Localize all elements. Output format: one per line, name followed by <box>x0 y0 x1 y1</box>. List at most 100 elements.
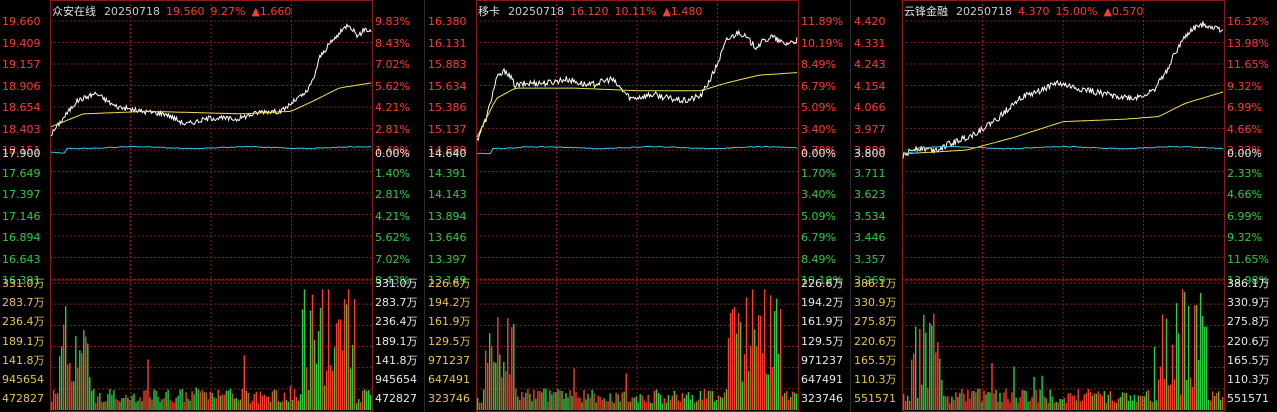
stock-header: 众安在线 20250718 19.560 9.27% ▲1.660 <box>52 3 291 19</box>
volume-bar <box>219 395 221 410</box>
stock-panel-3[interactable]: 云锋金融 20250718 4.370 15.00% ▲0.570 4.420 16.32%… <box>852 0 1277 412</box>
volume-bar <box>343 299 346 410</box>
stock-panel-1[interactable]: 众安在线 20250718 19.560 9.27% ▲1.660 19.660 9.83%… <box>0 0 425 412</box>
volume-bar <box>947 396 949 410</box>
price-tick: 18.906 <box>2 79 41 93</box>
volume-bar <box>1001 402 1003 410</box>
base-price-tick: 14.640 <box>428 147 467 160</box>
volume-tick: 275.8万 <box>854 315 897 329</box>
volume-bar <box>1035 389 1037 410</box>
volume-bar <box>755 346 758 410</box>
price-tick: 16.643 <box>2 252 41 266</box>
volume-bar <box>613 403 615 410</box>
volume-bar <box>792 391 794 410</box>
volume-bar <box>601 399 603 410</box>
price-tick: 17.649 <box>2 166 41 180</box>
stock-header: 移卡 20250718 16.120 10.11% ▲1.480 <box>478 3 702 19</box>
percent-tick: 2.33% <box>1227 144 1262 157</box>
price-tick: 4.331 <box>854 36 886 50</box>
volume-bar <box>771 367 774 410</box>
volume-bar <box>521 392 523 410</box>
price-tick: 16.380 <box>428 15 467 28</box>
percent-tick: 10.19% <box>801 36 843 50</box>
index-line <box>902 145 1224 154</box>
percent-tick: 1.70% <box>801 166 836 180</box>
volume-bar <box>525 392 527 410</box>
volume-bar <box>1007 399 1009 410</box>
volume-bar <box>549 390 551 410</box>
volume-bar <box>1039 389 1041 410</box>
volume-bar <box>1208 399 1210 410</box>
price-tick: 14.391 <box>428 166 467 180</box>
volume-bar <box>719 397 722 410</box>
volume-bar <box>329 365 332 410</box>
volume-bar <box>1181 289 1184 410</box>
volume-bar <box>309 310 312 410</box>
volume-bar <box>161 399 163 410</box>
percent-tick: 13.98% <box>1227 274 1269 287</box>
price-tick: 3.623 <box>854 188 886 201</box>
volume-bar <box>1047 403 1049 410</box>
price-tick: 17.397 <box>2 188 41 201</box>
volume-bar <box>1220 399 1222 410</box>
volume-bar <box>695 401 698 410</box>
volume-bar <box>71 381 73 410</box>
price-tick: 19.157 <box>2 58 41 71</box>
volume-bar <box>291 399 294 410</box>
price-tick: 4.066 <box>854 101 886 114</box>
volume-bar <box>515 388 517 410</box>
volume-bar <box>1129 395 1132 410</box>
percent-tick: 3.40% <box>801 122 836 136</box>
volume-bar <box>85 336 87 410</box>
percent-tick: 4.21% <box>375 101 410 114</box>
volume-bar <box>635 396 637 410</box>
volume-tick: 323746 <box>428 392 470 406</box>
volume-bar <box>1210 400 1212 410</box>
volume-bar <box>225 390 227 410</box>
percent-tick: 8.49% <box>801 252 836 266</box>
volume-bar <box>731 309 734 410</box>
volume-bar <box>205 392 207 410</box>
volume-bar <box>75 336 77 410</box>
volume-bar <box>1089 392 1091 410</box>
stock-panel-2[interactable]: 移卡 20250718 16.120 10.11% ▲1.480 16.380 11.89%… <box>426 0 851 412</box>
volume-bar <box>1111 400 1114 410</box>
volume-bar <box>513 324 515 410</box>
volume-bar <box>517 396 519 410</box>
volume-bar <box>1099 394 1101 410</box>
percent-tick: 11.65% <box>1227 58 1269 71</box>
volume-bar <box>977 388 979 410</box>
volume-bar <box>105 401 107 410</box>
volume-bar <box>647 394 649 410</box>
stock-name: 移卡 <box>478 5 500 18</box>
volume-bar <box>163 398 165 410</box>
volume-tick: 110.3万 <box>1227 373 1270 387</box>
volume-bar <box>1214 395 1216 410</box>
volume-bar <box>1155 400 1158 410</box>
volume-bar <box>999 392 1001 410</box>
volume-bar <box>79 350 81 410</box>
volume-bar <box>1121 392 1124 410</box>
volume-tick: 165.5万 <box>1227 353 1270 367</box>
average-price-line <box>902 91 1224 155</box>
volume-bar <box>362 390 364 410</box>
volume-bar <box>1037 402 1039 410</box>
volume-bar <box>345 304 348 410</box>
price-tick: 3.711 <box>854 166 886 180</box>
volume-bar <box>1195 305 1198 410</box>
volume-tick: 971237 <box>801 353 843 367</box>
volume-bar <box>1177 333 1180 410</box>
volume-bar <box>931 325 933 410</box>
volume-bar <box>727 338 730 410</box>
volume-bar <box>905 401 907 410</box>
price-tick: 16.131 <box>428 36 467 50</box>
volume-bar <box>519 400 521 410</box>
volume-bar <box>265 397 268 410</box>
volume-bar <box>1167 385 1170 410</box>
volume-bar <box>955 392 957 410</box>
volume-bar <box>661 403 663 410</box>
volume-bar <box>65 306 67 410</box>
price-line <box>476 29 798 142</box>
volume-bar <box>143 390 145 410</box>
volume-bar <box>1189 377 1192 410</box>
